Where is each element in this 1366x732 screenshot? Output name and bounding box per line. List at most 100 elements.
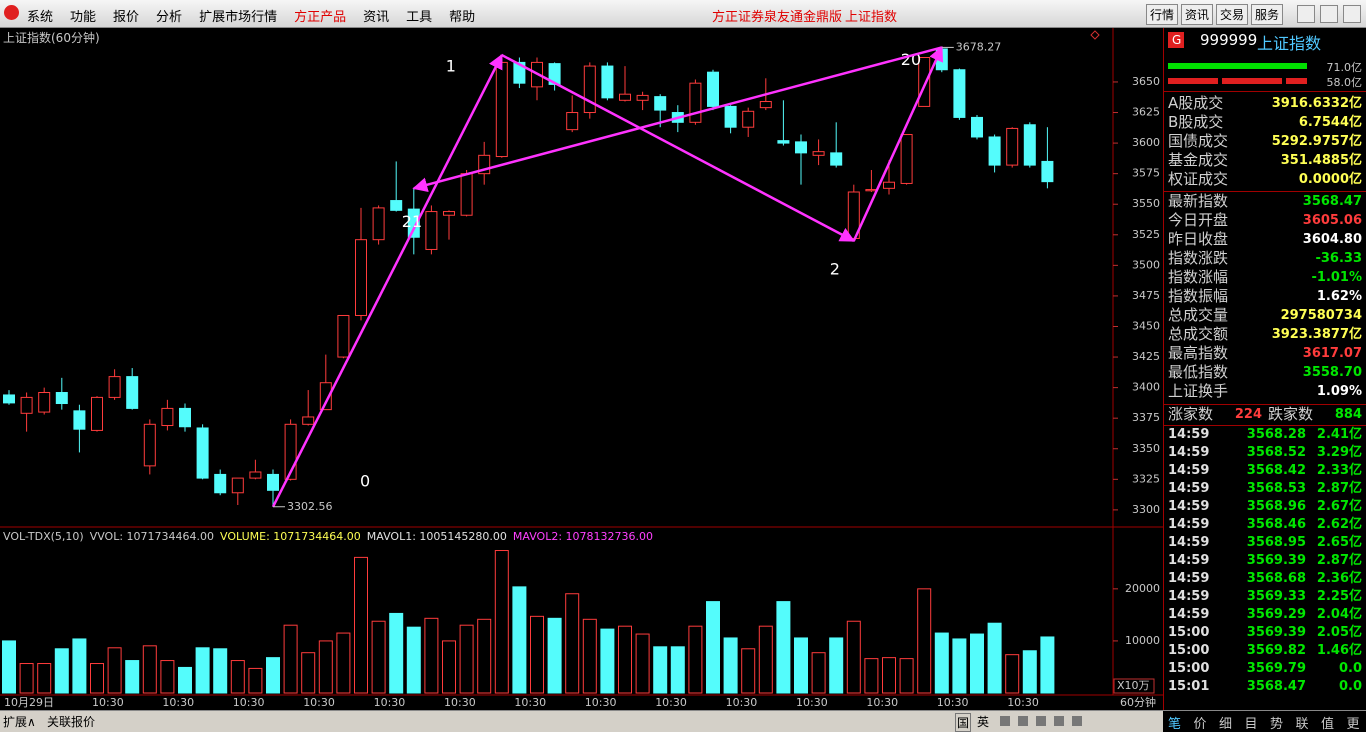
tick-time: 14:59 bbox=[1168, 571, 1210, 586]
toolbar-button[interactable]: 资讯 bbox=[1181, 4, 1214, 25]
tick-price: 3568.28 bbox=[1246, 427, 1306, 442]
volume-bar bbox=[318, 640, 333, 694]
sell-volume: 58.0亿 bbox=[1326, 76, 1363, 89]
y-tick-label: 3450 bbox=[1132, 319, 1160, 332]
volume-bar bbox=[758, 625, 773, 694]
candle-body bbox=[302, 416, 315, 425]
restore-button[interactable] bbox=[1320, 5, 1338, 23]
chart-title: 上证指数(60分钟) bbox=[3, 31, 100, 45]
footer-button[interactable]: 关联报价 bbox=[47, 715, 96, 729]
y-tick-label: 3525 bbox=[1132, 228, 1160, 241]
ime-button[interactable]: 国 bbox=[955, 713, 972, 732]
candle-body bbox=[795, 141, 807, 154]
candle-body bbox=[742, 110, 755, 128]
y-tick-label: 3350 bbox=[1132, 442, 1160, 455]
x-tick-label: 10:30 bbox=[866, 696, 898, 709]
volume-bar bbox=[864, 658, 879, 694]
separator bbox=[1164, 191, 1366, 192]
tab[interactable]: 势 bbox=[1270, 717, 1284, 732]
volume-bar bbox=[635, 633, 650, 694]
tick-time: 14:59 bbox=[1168, 607, 1210, 622]
volume-bar bbox=[424, 617, 439, 694]
ime-button[interactable]: 英 bbox=[977, 715, 990, 729]
y-tick-label: 3500 bbox=[1132, 258, 1160, 271]
tick-volume: 2.33亿 bbox=[1316, 463, 1362, 478]
volume-bar bbox=[987, 622, 1002, 694]
stat-label: 基金成交 bbox=[1168, 151, 1229, 169]
volume-bar bbox=[37, 663, 52, 694]
volume-bar bbox=[565, 593, 580, 694]
candle-body bbox=[935, 48, 948, 71]
tab[interactable]: 更 bbox=[1346, 717, 1360, 732]
candle-body bbox=[883, 181, 895, 189]
volume-header: VOL-TDX(5,10) VVOL: 1071734464.00 VOLUME: … bbox=[3, 530, 653, 543]
tick-volume: 2.67亿 bbox=[1316, 499, 1362, 514]
chart: 3300 3325 3350 3375 3400 3425 3450 3475 3500 3525… bbox=[0, 28, 1163, 709]
volume-bar bbox=[899, 658, 914, 694]
menu-item[interactable]: 系统 bbox=[27, 10, 54, 25]
tick-volume: 2.41亿 bbox=[1316, 427, 1362, 442]
candle-body bbox=[319, 382, 332, 411]
menu-item[interactable]: 资讯 bbox=[363, 10, 390, 25]
tab[interactable]: 值 bbox=[1321, 717, 1335, 732]
sell-bar bbox=[1168, 78, 1218, 84]
volume-bar bbox=[107, 647, 122, 694]
volume-bar bbox=[195, 647, 210, 694]
candle-body bbox=[390, 200, 403, 211]
stat-value: 1.62% bbox=[1316, 289, 1362, 304]
stat-label: 上证换手 bbox=[1168, 382, 1229, 400]
menu-item[interactable]: 报价 bbox=[113, 10, 140, 25]
candle-body bbox=[601, 65, 614, 99]
volume-bar bbox=[72, 638, 87, 694]
candle-body bbox=[759, 101, 772, 109]
candle-body bbox=[707, 71, 719, 107]
tick-price: 3568.47 bbox=[1246, 679, 1306, 694]
toolbar-button[interactable]: 交易 bbox=[1216, 4, 1249, 25]
badge: G bbox=[1172, 33, 1182, 47]
tab[interactable]: 细 bbox=[1219, 717, 1233, 732]
tick-price: 3569.39 bbox=[1246, 553, 1306, 568]
menu-item[interactable]: 扩展市场行情 bbox=[199, 10, 278, 25]
tab[interactable]: 联 bbox=[1295, 717, 1309, 732]
candle-body bbox=[407, 208, 420, 238]
volume-bar bbox=[776, 601, 791, 694]
tab[interactable]: 笔 bbox=[1168, 717, 1182, 732]
minimize-button[interactable] bbox=[1297, 5, 1315, 23]
candle-body bbox=[73, 410, 86, 430]
menu-item[interactable]: 分析 bbox=[156, 10, 183, 25]
volume-bar bbox=[494, 550, 509, 694]
menu-item[interactable]: 工具 bbox=[406, 10, 433, 25]
tick-price: 3569.29 bbox=[1246, 607, 1306, 622]
menu-item[interactable]: 功能 bbox=[70, 10, 97, 25]
toolbar-button[interactable]: 服务 bbox=[1251, 4, 1284, 25]
menu-item[interactable]: 帮助 bbox=[449, 10, 476, 25]
candle-body bbox=[724, 105, 737, 128]
tick-price: 3569.39 bbox=[1246, 625, 1306, 640]
tab[interactable]: 价 bbox=[1193, 717, 1207, 732]
tick-volume: 2.87亿 bbox=[1316, 553, 1362, 568]
extreme-label: 3678.27 bbox=[956, 40, 1002, 53]
tick-time: 14:59 bbox=[1168, 481, 1210, 496]
toolbar-button[interactable]: 行情 bbox=[1146, 4, 1179, 25]
candle-body bbox=[231, 477, 244, 494]
tab[interactable]: 目 bbox=[1244, 717, 1258, 732]
y-tick-label: 3375 bbox=[1132, 411, 1160, 424]
footer-button[interactable]: 扩展∧ bbox=[3, 715, 36, 729]
candle-body bbox=[654, 96, 667, 111]
tick-price: 3568.53 bbox=[1246, 481, 1306, 496]
menu-item[interactable]: 方正产品 bbox=[294, 10, 347, 25]
candle-body bbox=[3, 394, 15, 404]
volume-bar bbox=[19, 663, 34, 694]
candle-body bbox=[267, 473, 279, 491]
close-button[interactable] bbox=[1343, 5, 1361, 23]
x-tick-label: 10:30 bbox=[374, 696, 406, 709]
tick-time: 15:00 bbox=[1168, 625, 1210, 640]
stat-value: 3558.70 bbox=[1302, 365, 1362, 380]
candle-body bbox=[478, 154, 491, 175]
y-tick-label: 3575 bbox=[1132, 167, 1160, 180]
x-tick-label: 10:30 bbox=[655, 696, 687, 709]
x-tick-label: 10:30 bbox=[726, 696, 758, 709]
ime-icon bbox=[1036, 716, 1046, 726]
tick-time: 14:59 bbox=[1168, 517, 1210, 532]
volume-bar bbox=[618, 625, 632, 694]
